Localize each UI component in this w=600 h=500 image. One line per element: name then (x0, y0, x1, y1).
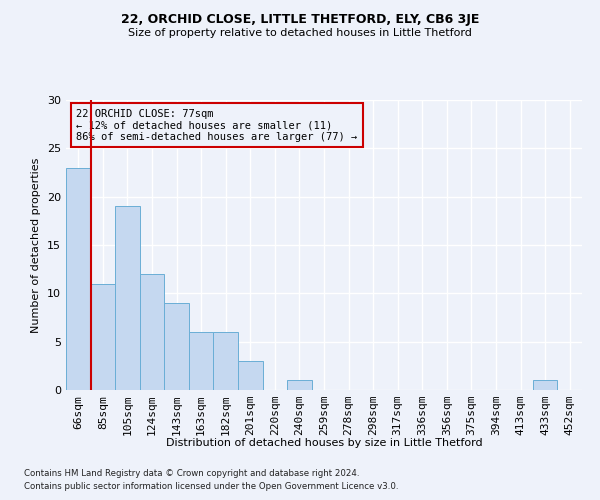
Bar (140, 274, 164, 390)
Bar (287, 380, 312, 390)
Text: 22 ORCHID CLOSE: 77sqm
← 12% of detached houses are smaller (11)
86% of semi-det: 22 ORCHID CLOSE: 77sqm ← 12% of detached… (76, 108, 358, 142)
Text: Contains HM Land Registry data © Crown copyright and database right 2024.: Contains HM Land Registry data © Crown c… (24, 468, 359, 477)
Text: Size of property relative to detached houses in Little Thetford: Size of property relative to detached ho… (128, 28, 472, 38)
Bar (164, 303, 189, 390)
Text: 22, ORCHID CLOSE, LITTLE THETFORD, ELY, CB6 3JE: 22, ORCHID CLOSE, LITTLE THETFORD, ELY, … (121, 12, 479, 26)
Bar (533, 380, 557, 390)
Bar (238, 361, 263, 390)
Bar (189, 332, 214, 390)
Bar (91, 284, 115, 390)
Bar (214, 332, 238, 390)
Bar (66, 168, 91, 390)
Y-axis label: Number of detached properties: Number of detached properties (31, 158, 41, 332)
X-axis label: Distribution of detached houses by size in Little Thetford: Distribution of detached houses by size … (166, 438, 482, 448)
Bar (115, 206, 140, 390)
Text: Contains public sector information licensed under the Open Government Licence v3: Contains public sector information licen… (24, 482, 398, 491)
